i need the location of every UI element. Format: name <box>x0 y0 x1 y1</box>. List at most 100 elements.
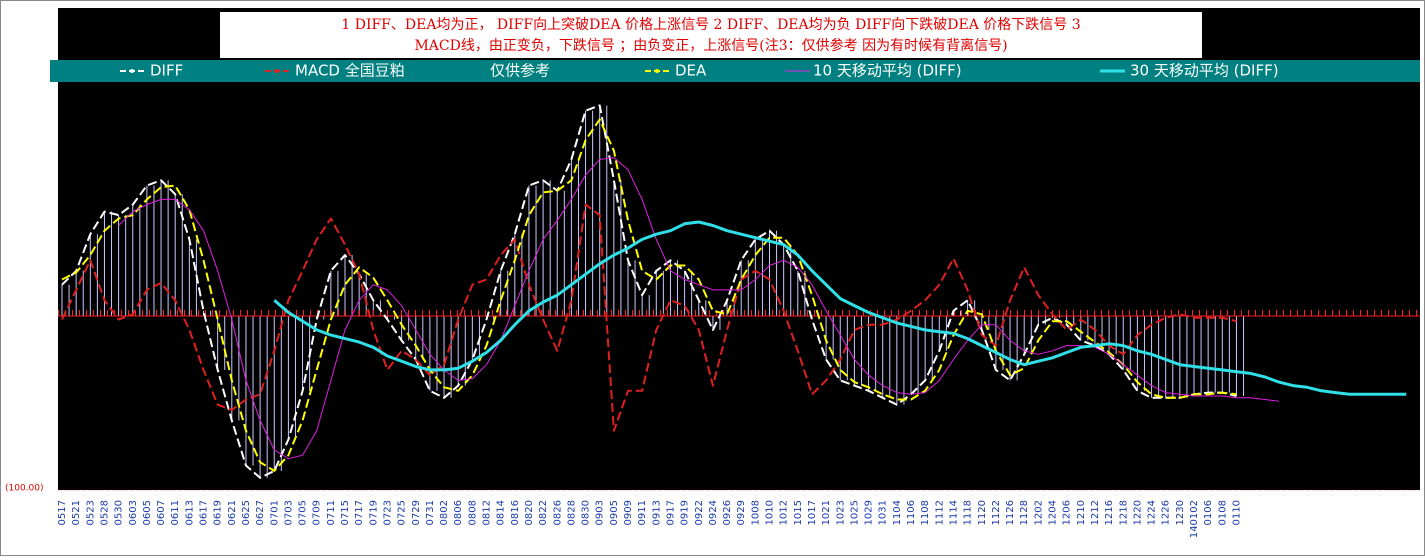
x-tick-label: 0822 <box>538 500 549 525</box>
x-tick-label: 1118 <box>963 500 974 525</box>
x-tick-label: 1031 <box>878 500 889 525</box>
x-tick-label: 1021 <box>821 500 832 525</box>
x-tick-label: 1202 <box>1033 500 1044 525</box>
legend-band <box>50 60 1420 82</box>
x-tick-label: 0812 <box>482 500 493 525</box>
x-tick-label: 0814 <box>496 500 507 525</box>
x-tick-label: 0530 <box>114 500 125 525</box>
x-tick-label: 1114 <box>948 500 959 525</box>
x-tick-label: 1023 <box>835 500 846 525</box>
x-tick-label: 1112 <box>934 500 945 525</box>
x-tick-label: 0619 <box>213 500 224 525</box>
x-tick-label: 0528 <box>99 500 110 525</box>
x-tick-label: 0521 <box>71 500 82 525</box>
legend-label: 10 天移动平均 (DIFF) <box>813 62 962 80</box>
x-tick-label: 0625 <box>241 500 252 525</box>
x-tick-label: 140102 <box>1189 500 1200 538</box>
plot-area <box>58 8 1420 490</box>
x-tick-label: 0617 <box>199 500 210 525</box>
x-tick-label: 0729 <box>411 500 422 525</box>
x-tick-label: 0917 <box>665 500 676 525</box>
chart-subtitle: MACD线，由正变负，下跌信号 ；由负变正，上涨信号(注3：仅供参考 因为有时候… <box>414 37 1007 54</box>
x-tick-label: 0909 <box>623 500 634 525</box>
x-tick-label: 0517 <box>57 500 68 525</box>
x-tick-label: 0924 <box>708 500 719 525</box>
x-tick-label: 0911 <box>637 500 648 525</box>
x-tick-label: 0717 <box>354 500 365 525</box>
title-box <box>220 12 1202 58</box>
legend-label: 30 天移动平均 (DIFF) <box>1130 62 1279 80</box>
x-tick-label: 1008 <box>750 500 761 525</box>
x-tick-label: 0903 <box>595 500 606 525</box>
x-tick-label: 0830 <box>581 500 592 525</box>
legend-dot <box>655 69 659 73</box>
x-tick-label: 1128 <box>1019 500 1030 525</box>
x-tick-label: 1220 <box>1132 500 1143 525</box>
x-tick-label: 0627 <box>255 500 266 525</box>
x-tick-label: 1230 <box>1175 500 1186 525</box>
x-tick-label: 0701 <box>269 500 280 525</box>
x-tick-label: 0731 <box>425 500 436 525</box>
x-tick-label: 1226 <box>1161 500 1172 525</box>
x-tick-label: 0709 <box>312 500 323 525</box>
x-tick-label: 1120 <box>977 500 988 525</box>
x-tick-label: 0607 <box>156 500 167 525</box>
x-tick-label: 0913 <box>651 500 662 525</box>
x-tick-label: 1126 <box>1005 500 1016 525</box>
y-tick-label: (100.00) <box>5 484 44 494</box>
legend-dot <box>275 69 279 73</box>
x-tick-label: 0611 <box>170 500 181 525</box>
x-tick-label: 0826 <box>552 500 563 525</box>
x-tick-label: 1210 <box>1076 500 1087 525</box>
x-tick-label: 1218 <box>1118 500 1129 525</box>
x-tick-label: 0919 <box>680 500 691 525</box>
x-tick-label: 1010 <box>765 500 776 525</box>
series-line <box>61 203 1237 432</box>
legend-label: MACD 全国豆粕 <box>295 62 405 80</box>
x-tick-label: 0820 <box>524 500 535 525</box>
x-tick-label: 0828 <box>566 500 577 525</box>
legend-label: DIFF <box>150 62 183 80</box>
x-tick-label: 0711 <box>326 500 337 525</box>
x-tick-label: 1012 <box>779 500 790 525</box>
x-tick-label: 0905 <box>609 500 620 525</box>
x-tick-label: 0926 <box>722 500 733 525</box>
x-tick-label: 1204 <box>1048 500 1059 525</box>
x-tick-label: 0723 <box>382 500 393 525</box>
x-tick-label: 0703 <box>283 500 294 525</box>
x-tick-label: 0523 <box>85 500 96 525</box>
x-tick-label: 0603 <box>128 500 139 525</box>
x-tick-label: 0816 <box>510 500 521 525</box>
x-tick-label: 0808 <box>467 500 478 525</box>
x-tick-label: 1224 <box>1147 500 1158 525</box>
x-tick-label: 0621 <box>227 500 238 525</box>
x-tick-label: 1206 <box>1062 500 1073 525</box>
x-tick-label: 1106 <box>906 500 917 525</box>
x-tick-label: 1029 <box>864 500 875 525</box>
x-tick-label: 0106 <box>1203 500 1214 525</box>
x-tick-label: 0605 <box>142 500 153 525</box>
series-line <box>61 118 1237 472</box>
x-tick-label: 1212 <box>1090 500 1101 525</box>
legend-dot <box>130 69 134 73</box>
x-tick-label: 0802 <box>439 500 450 525</box>
x-tick-label: 1104 <box>892 500 903 525</box>
x-tick-label: 0705 <box>298 500 309 525</box>
x-tick-label: 0108 <box>1217 500 1228 525</box>
x-tick-label: 0613 <box>184 500 195 525</box>
x-tick-label: 1108 <box>920 500 931 525</box>
x-tick-label: 0715 <box>340 500 351 525</box>
x-tick-label: 1025 <box>849 500 860 525</box>
x-tick-label: 0806 <box>453 500 464 525</box>
x-tick-label: 0725 <box>397 500 408 525</box>
series-line <box>273 220 1407 396</box>
x-tick-label: 1216 <box>1104 500 1115 525</box>
x-tick-label: 0110 <box>1231 500 1242 525</box>
x-tick-label: 1015 <box>793 500 804 525</box>
x-tick-label: 0922 <box>694 500 705 525</box>
x-tick-label: 0719 <box>368 500 379 525</box>
series-line <box>61 104 1237 479</box>
legend-label: DEA <box>675 62 707 80</box>
chart-title: 1 DIFF、DEA均为正， DIFF向上突破DEA 价格上涨信号 2 DIFF… <box>341 17 1080 33</box>
